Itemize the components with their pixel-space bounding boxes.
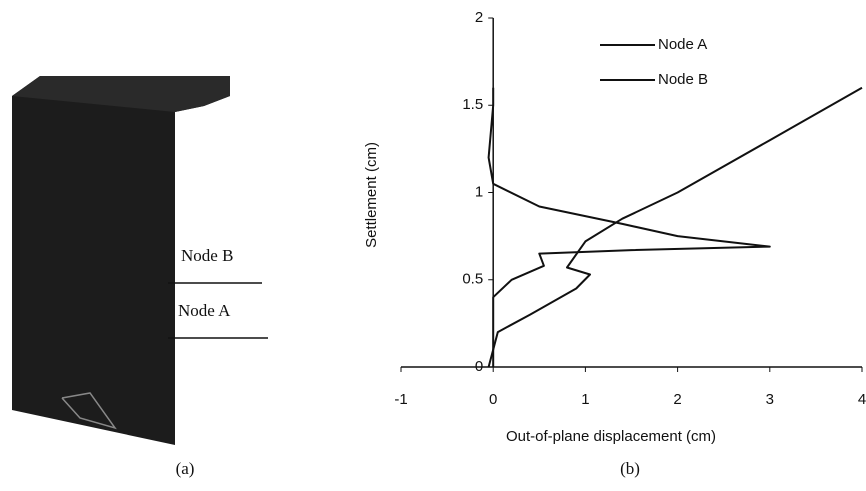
caption: (b) bbox=[620, 459, 640, 478]
node-label: Node B bbox=[181, 246, 233, 265]
x-axis-title: Out-of-plane displacement (cm) bbox=[506, 428, 716, 445]
x-tick-label: 0 bbox=[489, 391, 497, 408]
caption: (a) bbox=[176, 459, 195, 478]
y-tick-label: 1.5 bbox=[462, 96, 483, 113]
y-tick-label: 0 bbox=[475, 358, 483, 375]
x-tick-label: 1 bbox=[581, 391, 589, 408]
x-tick-label: 2 bbox=[673, 391, 681, 408]
y-tick-label: 0.5 bbox=[462, 271, 483, 288]
legend-label: Node B bbox=[658, 71, 708, 88]
y-axis-title: Settlement (cm) bbox=[363, 142, 380, 248]
series-line bbox=[489, 88, 862, 367]
legend-label: Node A bbox=[658, 36, 707, 53]
y-tick-label: 2 bbox=[475, 9, 483, 26]
figure: Node B Node A (a) (b) Out-of-plane displ… bbox=[0, 0, 866, 486]
x-tick-label: 3 bbox=[766, 391, 774, 408]
series-line bbox=[489, 88, 770, 367]
x-tick-label: -1 bbox=[394, 391, 407, 408]
y-tick-label: 1 bbox=[475, 183, 483, 200]
node-label: Node A bbox=[178, 301, 231, 320]
x-tick-label: 4 bbox=[858, 391, 866, 408]
